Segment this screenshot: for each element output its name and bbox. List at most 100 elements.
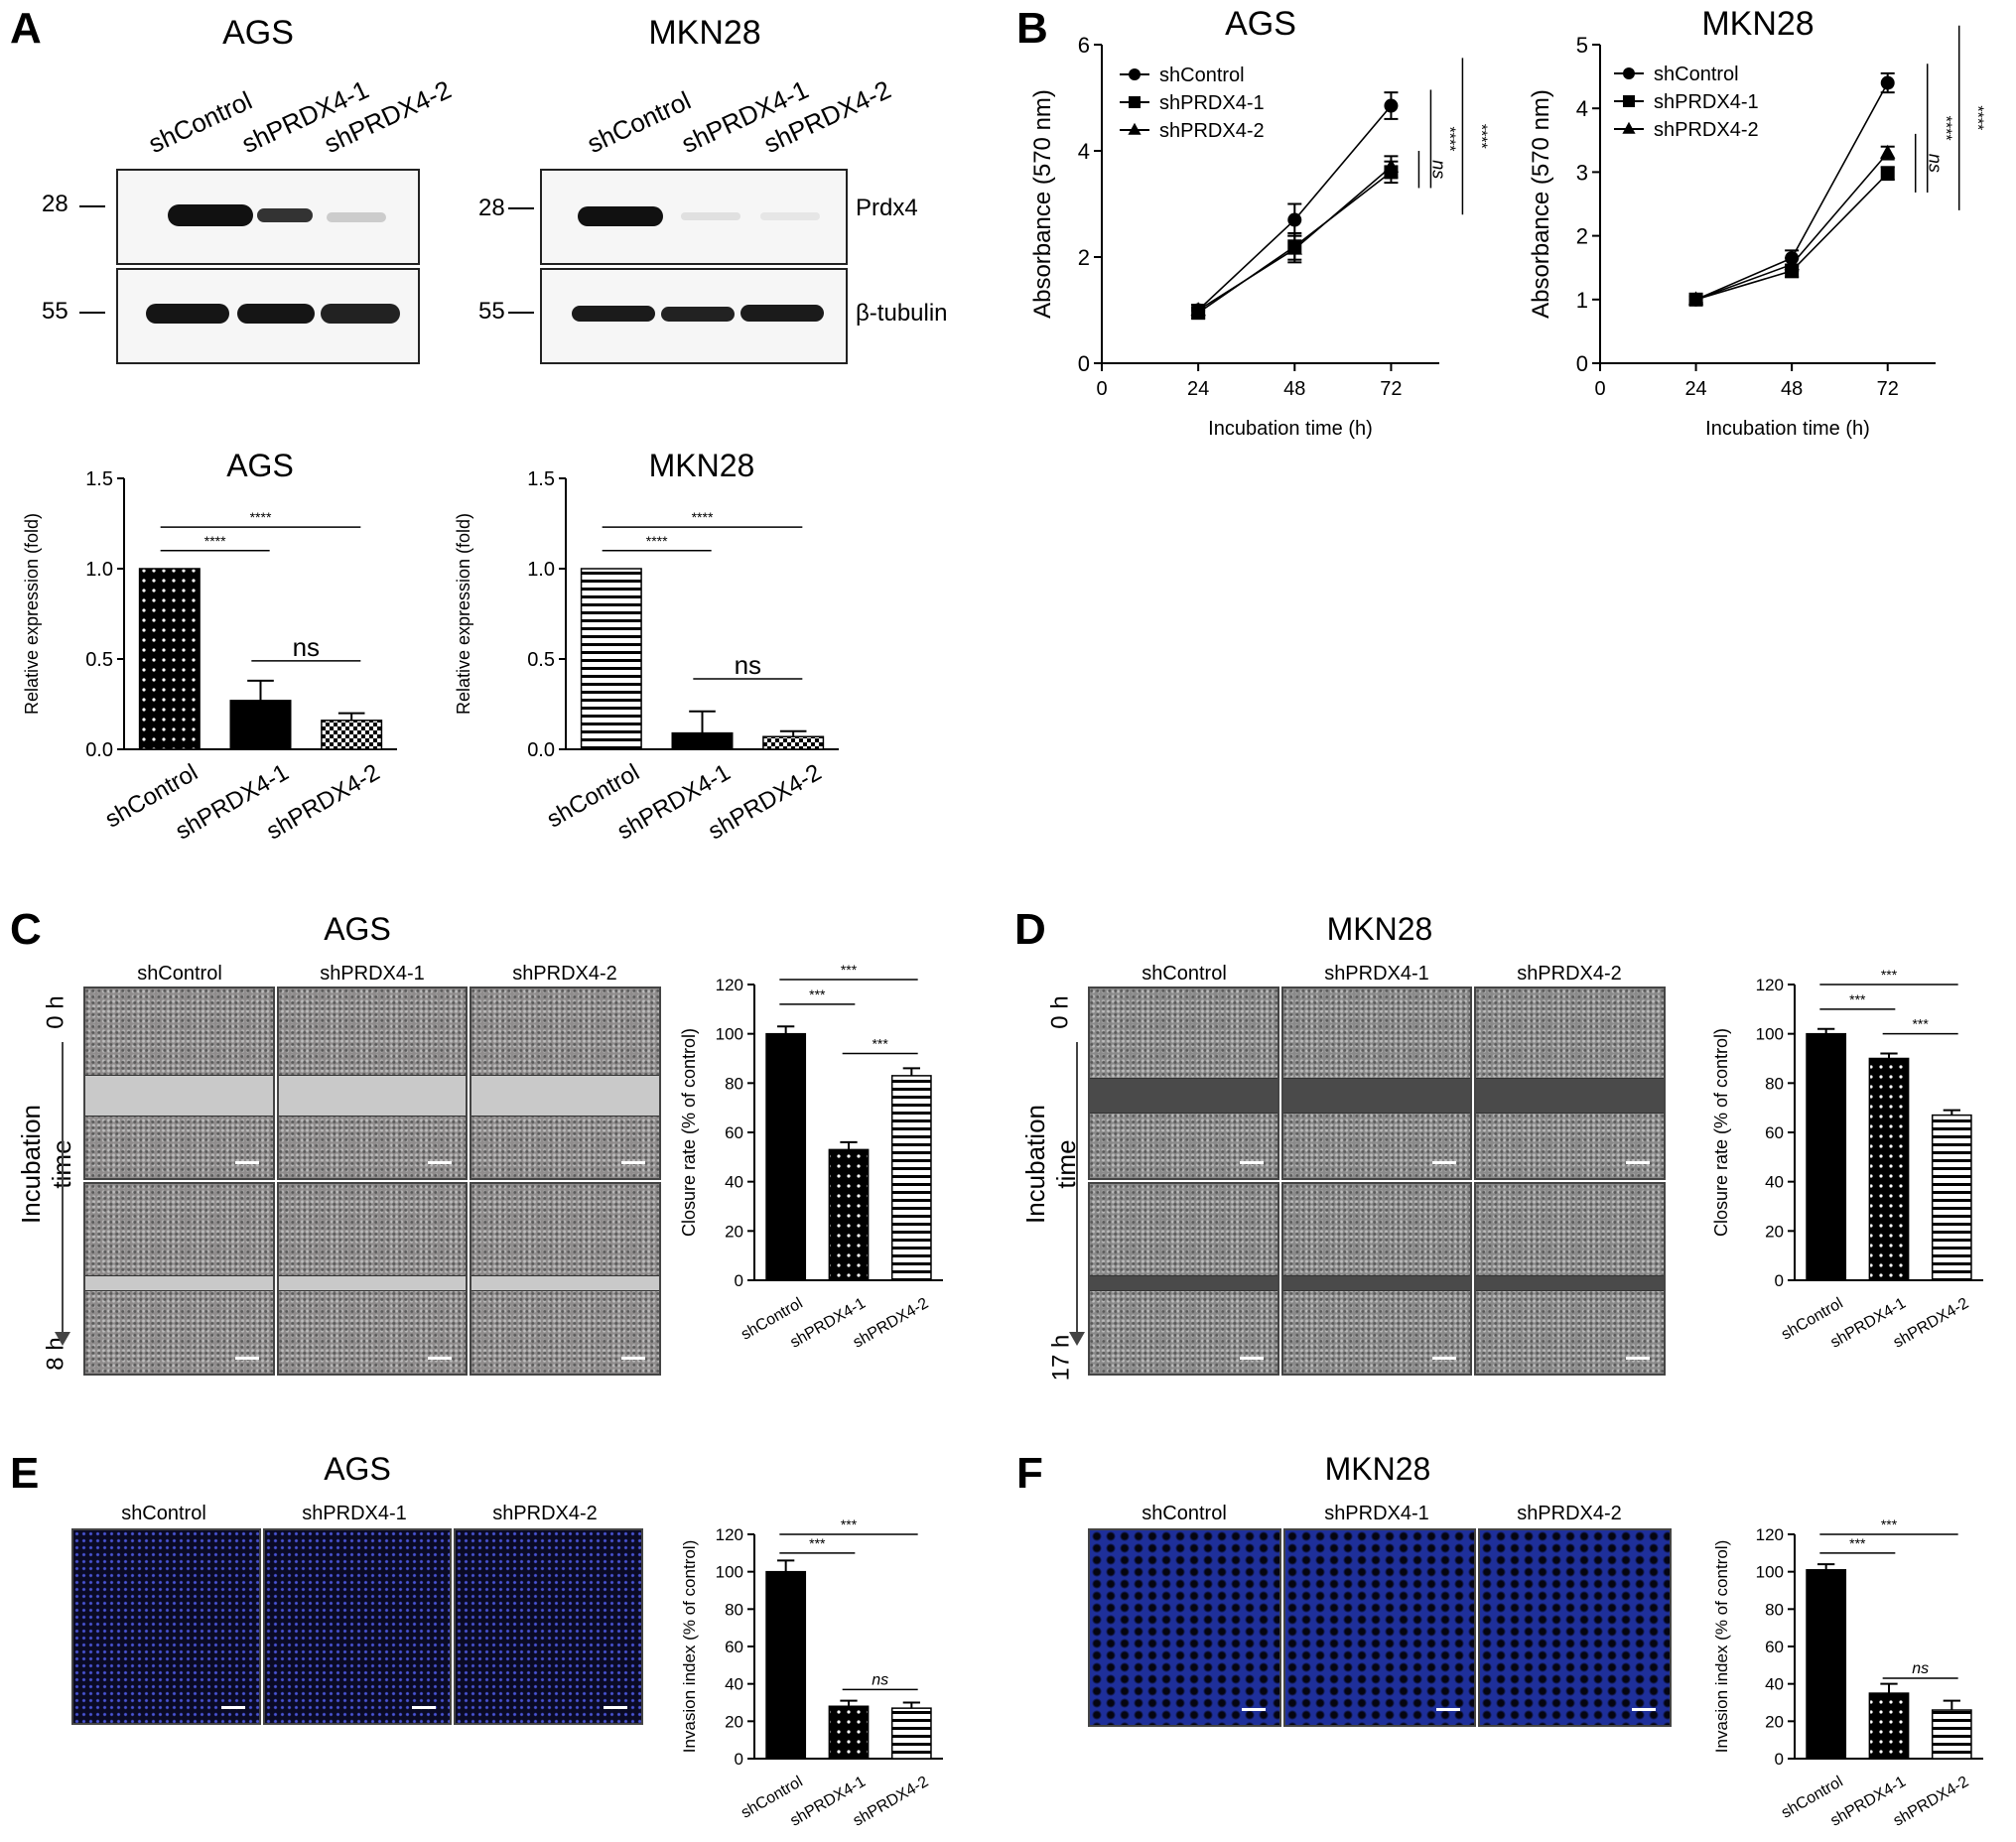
significance-label: ns	[735, 650, 761, 680]
bar	[1806, 1569, 1847, 1760]
significance-label: ***	[1881, 967, 1898, 983]
protein-label-prdx4: Prdx4	[856, 195, 918, 221]
chart-title: AGS	[1225, 5, 1296, 43]
marker-square	[1129, 96, 1141, 108]
y-axis-label: Absorbance (570 nm)	[1029, 89, 1056, 319]
marker-triangle	[1383, 158, 1400, 173]
x-tick-label: 72	[1380, 378, 1402, 400]
y-tick-label: 100	[1756, 1025, 1784, 1044]
significance-label: ****	[1969, 105, 1986, 130]
bar	[138, 568, 201, 750]
significance-label: ***	[872, 1036, 888, 1052]
micrograph-grid-f	[1088, 1528, 1674, 1729]
significance-label: ****	[250, 509, 272, 525]
y-tick-label: 120	[716, 976, 743, 994]
y-tick-label: 80	[725, 1600, 743, 1619]
significance-label: ***	[1881, 1516, 1898, 1532]
scale-bar	[620, 1161, 645, 1164]
panel-d-title: MKN28	[1326, 911, 1433, 947]
mw-tick	[79, 205, 105, 207]
y-tick-label: 3	[1576, 160, 1588, 185]
scale-bar	[428, 1161, 453, 1164]
micrograph	[1474, 987, 1666, 1180]
time-start-label: 0 h	[1046, 995, 1074, 1029]
marker-square	[1880, 166, 1895, 181]
y-tick-label: 120	[1756, 1525, 1784, 1544]
scale-bar	[1239, 1357, 1264, 1360]
time-axis-label: Incubation time	[1020, 1105, 1081, 1224]
x-tick-label: 48	[1283, 378, 1305, 400]
y-tick-label: 20	[725, 1222, 743, 1241]
micrograph	[1088, 1528, 1281, 1727]
bar	[828, 1705, 870, 1760]
bar	[1806, 1032, 1847, 1281]
column-header: shControl	[1142, 1503, 1227, 1524]
y-tick-label: 100	[1756, 1563, 1784, 1582]
x-tick-label: 24	[1187, 378, 1209, 400]
y-axis-label: Closure rate (% of control)	[1711, 1028, 1731, 1237]
y-tick-label: 80	[1765, 1600, 1784, 1619]
micrograph	[276, 1182, 469, 1376]
legend-label: shPRDX4-1	[1654, 91, 1759, 113]
micrograph-grid-d	[1088, 987, 1668, 1378]
mw-marker-55: 55	[42, 298, 68, 325]
chart-title: MKN28	[1701, 5, 1814, 43]
y-tick-label: 1	[1576, 288, 1588, 313]
wound-gap	[1090, 1077, 1277, 1114]
significance-label: ns	[293, 632, 320, 662]
legend-label: shPRDX4-1	[1159, 92, 1265, 114]
blot-title-ags: AGS	[222, 14, 294, 52]
y-axis-label: Invasion index (% of control)	[680, 1540, 699, 1754]
mw-marker-55: 55	[478, 298, 505, 325]
y-tick-label: 4	[1078, 139, 1090, 164]
y-tick-label: 1.5	[527, 468, 555, 490]
panel-e-title: AGS	[324, 1451, 391, 1487]
significance-label: ***	[1849, 1535, 1866, 1551]
column-header: shPRDX4-2	[512, 963, 617, 985]
micrograph	[1280, 1182, 1473, 1376]
scale-bar	[1436, 1708, 1461, 1711]
y-tick-label: 1.5	[85, 468, 113, 490]
significance-label: ****	[646, 533, 668, 549]
blot-band	[321, 304, 400, 324]
bar	[580, 568, 642, 750]
blot-band	[681, 212, 740, 220]
y-axis-label: Relative expression (fold)	[454, 513, 473, 715]
panel-letter-f: F	[1016, 1449, 1043, 1498]
column-header: shControl	[1142, 963, 1227, 985]
bar	[762, 735, 825, 750]
y-tick-label: 0.0	[85, 739, 113, 761]
chart-title: MKN28	[649, 448, 755, 483]
y-axis-label: Absorbance (570 nm)	[1528, 89, 1554, 319]
mw-tick	[508, 207, 534, 209]
marker-circle	[1623, 67, 1635, 79]
protein-label-tubulin: β-tubulin	[856, 300, 948, 327]
significance-label: ns	[872, 1671, 888, 1688]
wound-gap	[85, 1274, 273, 1291]
y-axis-label: Closure rate (% of control)	[679, 1028, 699, 1237]
y-tick-label: 60	[725, 1638, 743, 1656]
scale-bar	[1625, 1161, 1650, 1164]
micrograph	[470, 987, 661, 1180]
scale-bar	[620, 1357, 645, 1360]
column-header: shPRDX4-2	[1517, 1503, 1622, 1524]
y-tick-label: 0.0	[527, 739, 555, 761]
y-axis-label: Invasion index (% of control)	[1712, 1540, 1731, 1754]
x-tick-label: 0	[1096, 378, 1107, 400]
y-tick-label: 40	[725, 1675, 743, 1694]
x-tick-label: 24	[1684, 378, 1706, 400]
blot-band	[146, 304, 229, 324]
y-tick-label: 120	[716, 1525, 743, 1544]
scale-bar	[1239, 1161, 1264, 1164]
micrograph-grid-e	[71, 1528, 645, 1727]
scale-bar	[234, 1161, 259, 1164]
panel-letter-e: E	[10, 1449, 40, 1498]
y-tick-label: 0	[1775, 1750, 1784, 1769]
y-tick-label: 40	[1765, 1675, 1784, 1694]
marker-triangle	[1880, 144, 1896, 159]
marker-triangle	[1190, 302, 1206, 317]
marker-triangle	[1687, 291, 1704, 306]
y-tick-label: 0	[1576, 351, 1588, 376]
micrograph	[454, 1528, 643, 1725]
y-tick-label: 120	[1756, 976, 1784, 994]
